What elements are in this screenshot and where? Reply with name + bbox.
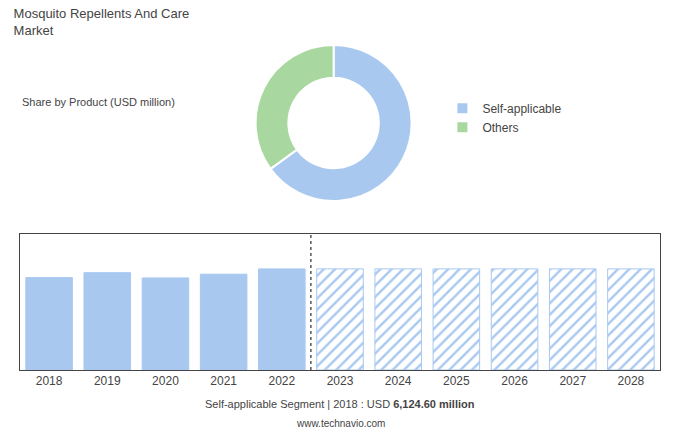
svg-text:2021: 2021 bbox=[210, 374, 237, 388]
svg-text:2020: 2020 bbox=[152, 374, 179, 388]
svg-text:2028: 2028 bbox=[618, 374, 645, 388]
svg-text:Others: Others bbox=[482, 121, 518, 135]
svg-text:2024: 2024 bbox=[385, 374, 412, 388]
svg-text:Mosquito Repellents And CareMa: Mosquito Repellents And CareMarket bbox=[14, 6, 190, 38]
svg-text:Self-applicable Segment | 2018: Self-applicable Segment | 2018 : USD 6,1… bbox=[205, 398, 475, 410]
svg-text:www.technavio.com: www.technavio.com bbox=[296, 418, 385, 429]
svg-text:2022: 2022 bbox=[268, 374, 295, 388]
svg-text:2019: 2019 bbox=[94, 374, 121, 388]
svg-text:2026: 2026 bbox=[501, 374, 528, 388]
svg-text:2027: 2027 bbox=[559, 374, 586, 388]
svg-text:Share by Product (USD million): Share by Product (USD million) bbox=[22, 96, 175, 108]
svg-text:2018: 2018 bbox=[36, 374, 63, 388]
svg-text:Self-applicable: Self-applicable bbox=[482, 102, 561, 116]
svg-text:2025: 2025 bbox=[443, 374, 470, 388]
svg-text:2023: 2023 bbox=[327, 374, 354, 388]
